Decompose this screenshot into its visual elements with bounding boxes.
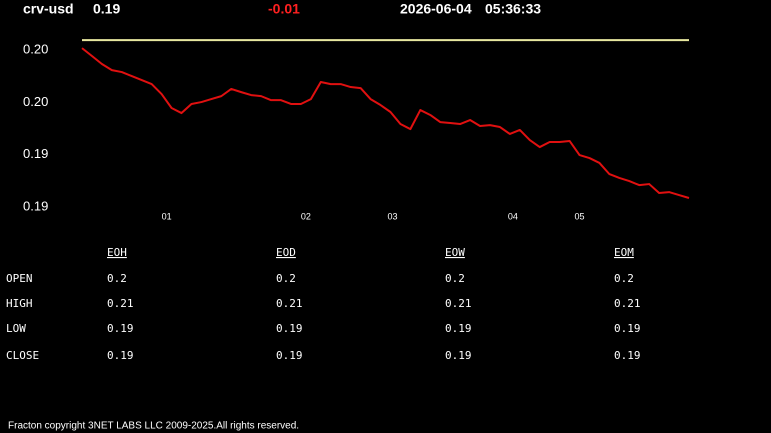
cell: 0.19 [614,349,641,362]
footer: Fracton copyright 3NET LABS LLC 2009-202… [8,421,299,432]
y-tick-label: 0.20 [23,94,48,109]
column-header: EOH [107,246,127,259]
x-tick-label: 03 [387,211,397,221]
cell: 0.19 [107,322,134,335]
cell: 0.19 [614,322,641,335]
chart: 0.20 0.20 0.19 0.19 01 02 03 04 05 [23,39,690,221]
x-tick-label: 04 [508,211,518,221]
time: 05:36:33 [485,1,541,17]
cell: 0.2 [276,272,296,285]
price-line [81,47,690,199]
row-label: OPEN [6,272,33,285]
column-header: EOM [614,246,634,259]
cell: 0.19 [445,322,472,335]
y-tick-label: 0.19 [23,146,48,161]
x-tick-label: 05 [575,211,585,221]
cell: 0.21 [614,297,641,310]
summary-table: EOH EOD EOW EOM OPEN 0.2 0.2 0.2 0.2 HIGH 0.21 0.21… [6,246,641,362]
change: -0.01 [268,1,300,17]
cell: 0.2 [445,272,465,285]
cell: 0.21 [445,297,472,310]
symbol: crv-usd [23,1,74,17]
cell: 0.19 [107,349,134,362]
row-label: CLOSE [6,349,39,362]
column-header: EOW [445,246,465,259]
price: 0.19 [93,1,120,17]
y-tick-label: 0.19 [23,199,48,214]
cell: 0.21 [107,297,134,310]
column-header: EOD [276,246,296,259]
cell: 0.19 [445,349,472,362]
x-tick-label: 02 [301,211,311,221]
x-tick-label: 01 [162,211,172,221]
cell: 0.19 [276,349,303,362]
row-label: HIGH [6,297,33,310]
date: 2026-06-04 [400,1,472,17]
row-label: LOW [6,322,26,335]
cell: 0.19 [276,322,303,335]
y-tick-label: 0.20 [23,42,48,57]
cell: 0.2 [107,272,127,285]
cell: 0.2 [614,272,634,285]
cell: 0.21 [276,297,303,310]
